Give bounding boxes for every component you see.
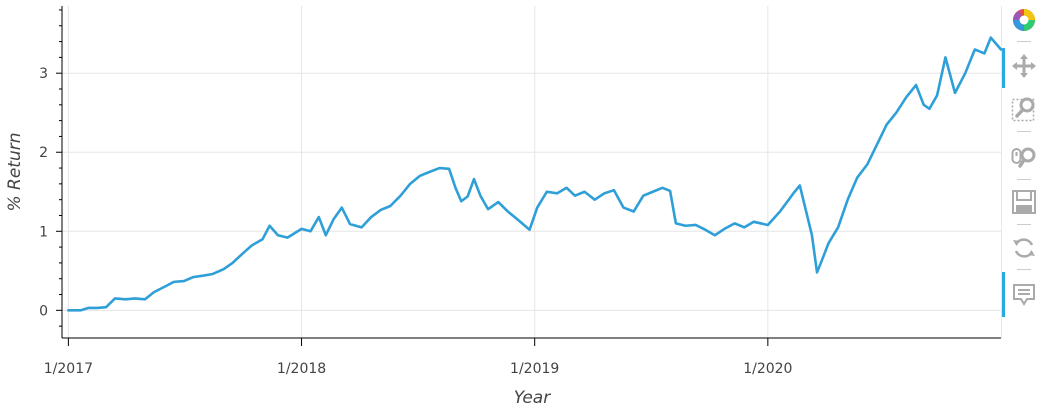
y-ticks: 0 1 2 3 bbox=[39, 9, 62, 327]
box-zoom-icon[interactable] bbox=[1010, 95, 1038, 123]
x-tick-label: 1/2019 bbox=[510, 361, 559, 377]
y-tick-label: 2 bbox=[39, 145, 48, 161]
x-tick-label: 1/2018 bbox=[277, 361, 326, 377]
line-chart: 0 1 2 3 1/2017 1/2018 1/2019 1/2020 % Return Y… bbox=[5, 6, 1002, 406]
x-axis-title: Year bbox=[514, 388, 551, 406]
x-tick-label: 1/2020 bbox=[743, 361, 792, 377]
grid-lines bbox=[62, 6, 1002, 338]
reset-icon[interactable] bbox=[1010, 234, 1038, 262]
axes bbox=[61, 6, 1001, 339]
return-line bbox=[67, 36, 1002, 312]
bokeh-logo-icon[interactable] bbox=[1010, 6, 1038, 34]
y-tick-label: 0 bbox=[39, 303, 48, 319]
y-axis-title: % Return bbox=[5, 132, 25, 211]
pan-active-indicator bbox=[1002, 48, 1005, 88]
y-tick-label: 3 bbox=[39, 66, 48, 82]
y-tick-label: 1 bbox=[39, 224, 48, 240]
hover-icon[interactable] bbox=[1010, 280, 1038, 308]
save-icon[interactable] bbox=[1010, 188, 1038, 216]
x-tick-label: 1/2017 bbox=[44, 361, 93, 377]
chart-toolbar bbox=[1002, 0, 1044, 330]
hover-active-indicator bbox=[1002, 272, 1005, 317]
wheel-zoom-icon[interactable] bbox=[1010, 143, 1038, 171]
x-ticks: 1/2017 1/2018 1/2019 1/2020 bbox=[44, 338, 792, 377]
pan-icon[interactable] bbox=[1010, 52, 1038, 80]
